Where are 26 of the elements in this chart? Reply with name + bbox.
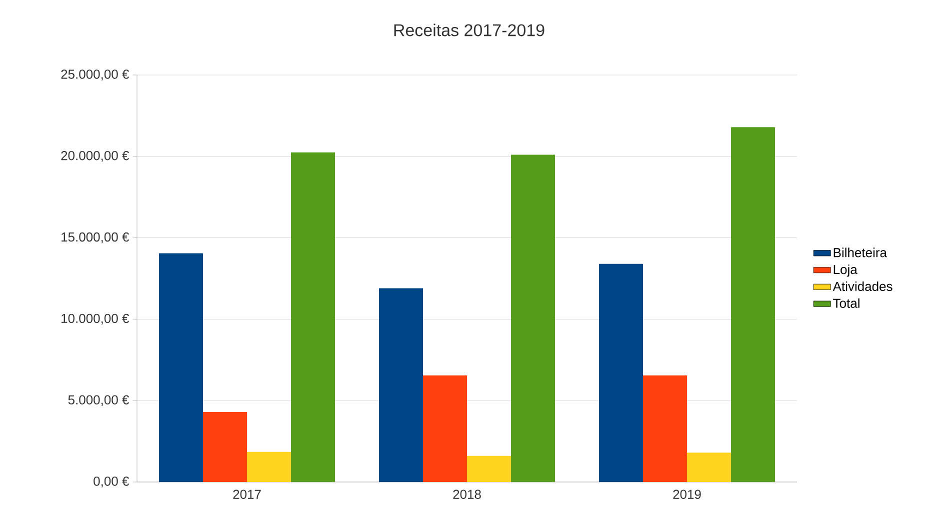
x-tick-label: 2019 bbox=[673, 490, 701, 499]
x-tick-label: 2017 bbox=[233, 490, 261, 499]
bar bbox=[291, 152, 336, 482]
bar bbox=[599, 264, 644, 482]
legend-label: Loja bbox=[834, 264, 858, 277]
y-tick-label: 0,00 € bbox=[94, 476, 130, 488]
y-tick-label: 10.000,00 € bbox=[62, 314, 130, 325]
legend-label: Bilheteira bbox=[834, 248, 887, 258]
legend-label: Total bbox=[833, 298, 860, 308]
bar bbox=[159, 253, 204, 482]
y-tick-label: 15.000,00 € bbox=[62, 232, 130, 244]
bar bbox=[643, 375, 688, 482]
bar bbox=[467, 456, 512, 482]
y-tick-label: 5.000,00 € bbox=[68, 395, 130, 406]
bar bbox=[247, 452, 292, 482]
bar bbox=[203, 412, 248, 482]
bar bbox=[423, 375, 468, 482]
y-tick-label: 25.000,00 € bbox=[61, 70, 130, 80]
x-tick-label: 2018 bbox=[453, 490, 481, 499]
chart-title: Receitas 2017-2019 bbox=[394, 24, 544, 36]
bar bbox=[379, 288, 424, 482]
bar bbox=[511, 154, 556, 482]
legend-label: Atividades bbox=[832, 281, 892, 292]
bar bbox=[687, 452, 732, 482]
y-tick-label: 20.000,00 € bbox=[61, 151, 130, 162]
bar bbox=[731, 127, 776, 482]
